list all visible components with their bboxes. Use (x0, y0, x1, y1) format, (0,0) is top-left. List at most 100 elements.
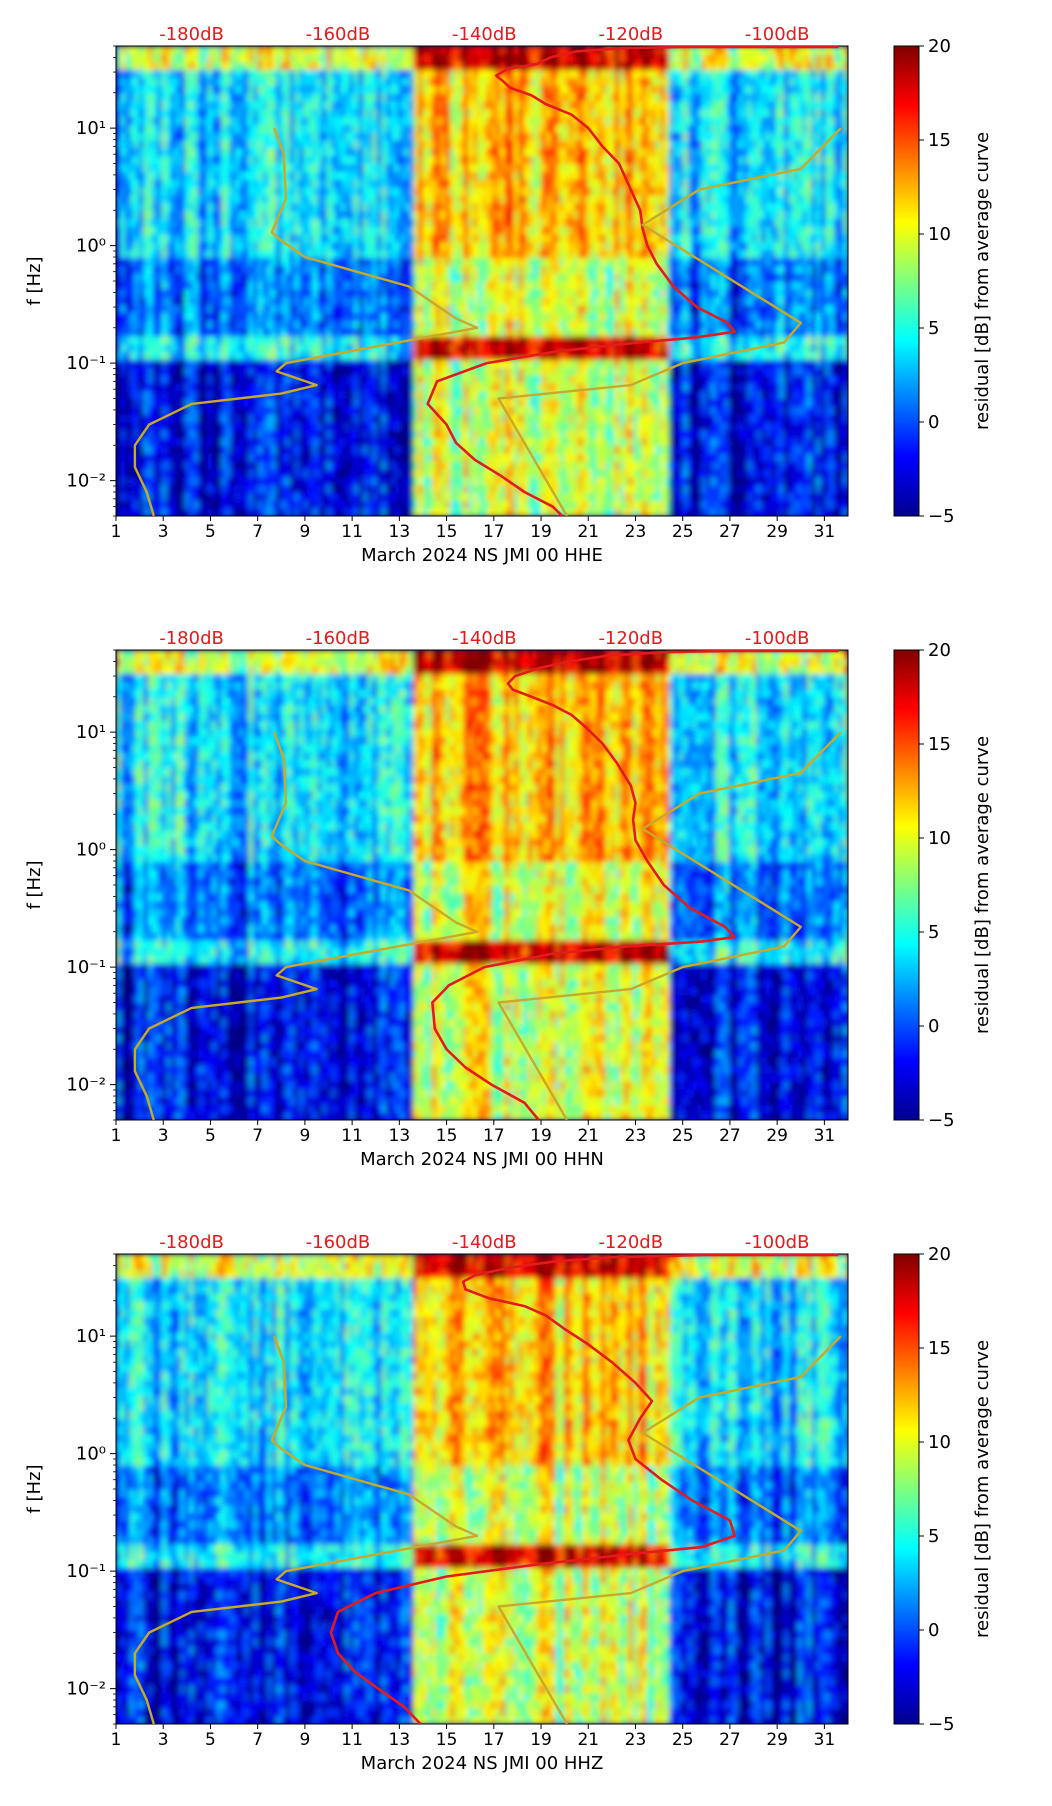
x-tick-label: 3 (158, 1730, 169, 1750)
x-tick-label: 25 (672, 1730, 694, 1750)
colorbar (893, 1253, 920, 1725)
x-tick-label: 11 (341, 522, 363, 542)
y-tick-label: 10⁰ (76, 236, 106, 257)
x-tick-label: 9 (299, 1126, 310, 1146)
x-tick-label: 13 (389, 1126, 411, 1146)
colorbar-tick-label: 10 (928, 1432, 951, 1453)
colorbar-tick-label: 20 (928, 36, 951, 57)
colorbar-tick-label: 0 (928, 1016, 939, 1037)
x-tick-label: 25 (672, 522, 694, 542)
psd-average-curve (426, 46, 839, 516)
x-tick-label: 1 (111, 1730, 122, 1750)
heatmap-image (116, 650, 848, 1120)
x-tick-label: 29 (766, 1126, 788, 1146)
y-axis-label: f [Hz] (24, 1464, 45, 1513)
top-db-label: -100dB (745, 24, 810, 45)
x-tick-label: 5 (205, 1126, 216, 1146)
top-db-label: -100dB (745, 1232, 810, 1253)
y-tick-label: 10¹ (76, 1326, 106, 1347)
colorbar-tick-label: 10 (928, 828, 951, 849)
colorbar-tick-label: 20 (928, 640, 951, 661)
x-axis-label: March 2024 NS JMI 00 HHE (361, 545, 603, 566)
x-tick-label: 13 (389, 1730, 411, 1750)
x-tick-label: 19 (530, 1126, 552, 1146)
colorbar-tick-label: 0 (928, 412, 939, 433)
x-tick-label: 3 (158, 1126, 169, 1146)
colorbar-label: residual [dB] from average curve (972, 736, 993, 1034)
x-tick-label: 19 (530, 1730, 552, 1750)
noise-model-curve-2 (133, 731, 479, 1120)
x-axis-label: March 2024 NS JMI 00 HHN (360, 1149, 604, 1170)
top-db-label: -180dB (159, 628, 224, 649)
colorbar (893, 649, 920, 1121)
x-tick-label: 27 (719, 1126, 741, 1146)
y-tick-label: 10⁻² (66, 1679, 106, 1700)
top-db-label: -140dB (452, 1232, 517, 1253)
x-tick-label: 1 (111, 522, 122, 542)
colorbar-tick-label: 10 (928, 224, 951, 245)
colorbar-tick-label: 20 (928, 1244, 951, 1265)
y-axis-label: f [Hz] (24, 860, 45, 909)
colorbar-tick-label: 5 (928, 318, 939, 339)
colorbar-tick-label: 15 (928, 130, 951, 151)
x-tick-label: 11 (341, 1730, 363, 1750)
colorbar-tick-label: 5 (928, 922, 939, 943)
top-db-label: -160dB (306, 24, 371, 45)
x-tick-label: 17 (483, 1730, 505, 1750)
y-tick-label: 10⁰ (76, 1444, 106, 1465)
x-tick-label: 23 (625, 522, 647, 542)
heatmap-image (116, 46, 848, 516)
colorbar-tick-label: 0 (928, 1620, 939, 1641)
x-tick-label: 1 (111, 1126, 122, 1146)
y-tick-label: 10⁻¹ (66, 353, 106, 374)
x-tick-label: 23 (625, 1126, 647, 1146)
top-db-label: -120dB (598, 628, 663, 649)
y-tick-label: 10⁻² (66, 1075, 106, 1096)
x-tick-label: 21 (577, 1126, 599, 1146)
y-tick-label: 10⁻¹ (66, 957, 106, 978)
x-tick-label: 17 (483, 522, 505, 542)
x-tick-label: 15 (436, 1730, 458, 1750)
x-tick-label: 19 (530, 522, 552, 542)
x-tick-label: 31 (814, 522, 836, 542)
x-axis-label: March 2024 NS JMI 00 HHZ (361, 1753, 604, 1774)
y-tick-label: 10⁰ (76, 840, 106, 861)
colorbar-tick-label: 15 (928, 1338, 951, 1359)
heatmap-image (116, 1254, 848, 1724)
colorbar-tick-label: 15 (928, 734, 951, 755)
y-tick-label: 10¹ (76, 722, 106, 743)
top-db-label: -180dB (159, 1232, 224, 1253)
noise-model-curve-2 (133, 1335, 479, 1724)
noise-model-curve-2 (133, 127, 479, 516)
top-db-label: -120dB (598, 1232, 663, 1253)
noise-model-curve-1 (497, 127, 842, 516)
top-db-label: -100dB (745, 628, 810, 649)
colorbar-tick-label: −5 (928, 1110, 955, 1131)
x-tick-label: 9 (299, 1730, 310, 1750)
x-tick-label: 7 (252, 1730, 263, 1750)
x-tick-label: 31 (814, 1126, 836, 1146)
x-tick-label: 15 (436, 1126, 458, 1146)
x-tick-label: 5 (205, 522, 216, 542)
psd-average-curve (431, 650, 839, 1120)
noise-model-curve-1 (497, 731, 842, 1120)
y-tick-label: 10⁻¹ (66, 1561, 106, 1582)
y-axis-label: f [Hz] (24, 256, 45, 305)
x-tick-label: 21 (577, 522, 599, 542)
colorbar-tick-label: 5 (928, 1526, 939, 1547)
x-tick-label: 27 (719, 1730, 741, 1750)
x-tick-label: 29 (766, 1730, 788, 1750)
top-db-label: -160dB (306, 628, 371, 649)
top-db-label: -140dB (452, 628, 517, 649)
top-db-label: -120dB (598, 24, 663, 45)
y-tick-label: 10⁻² (66, 471, 106, 492)
x-tick-label: 23 (625, 1730, 647, 1750)
x-tick-label: 17 (483, 1126, 505, 1146)
x-tick-label: 25 (672, 1126, 694, 1146)
y-tick-label: 10¹ (76, 118, 106, 139)
x-tick-label: 9 (299, 522, 310, 542)
